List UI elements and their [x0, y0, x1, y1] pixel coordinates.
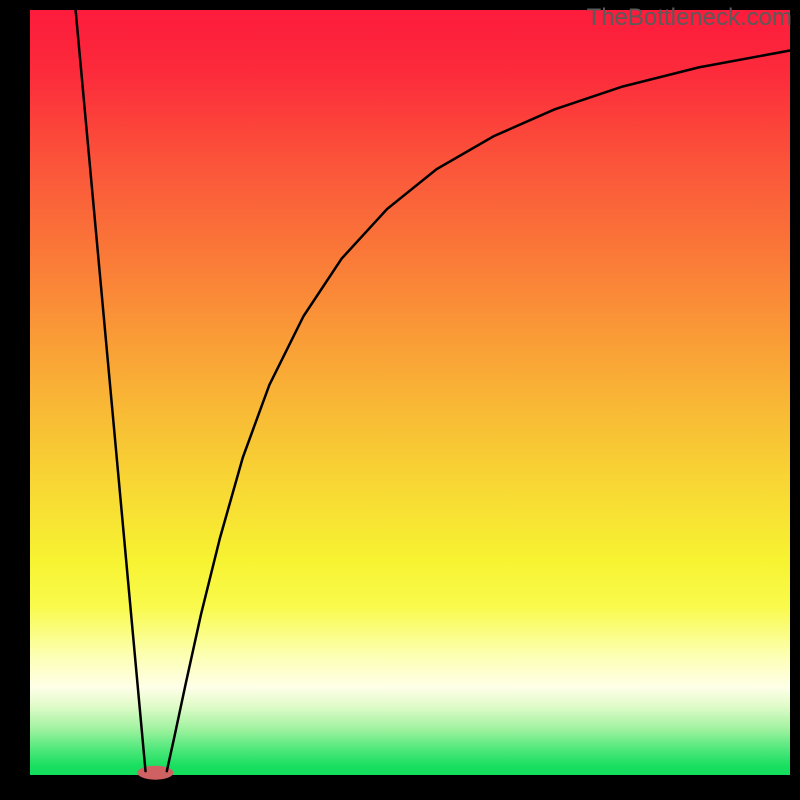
bottleneck-chart: TheBottleneck.com [0, 0, 800, 800]
chart-svg [0, 0, 800, 800]
watermark-text: TheBottleneck.com [587, 4, 792, 32]
